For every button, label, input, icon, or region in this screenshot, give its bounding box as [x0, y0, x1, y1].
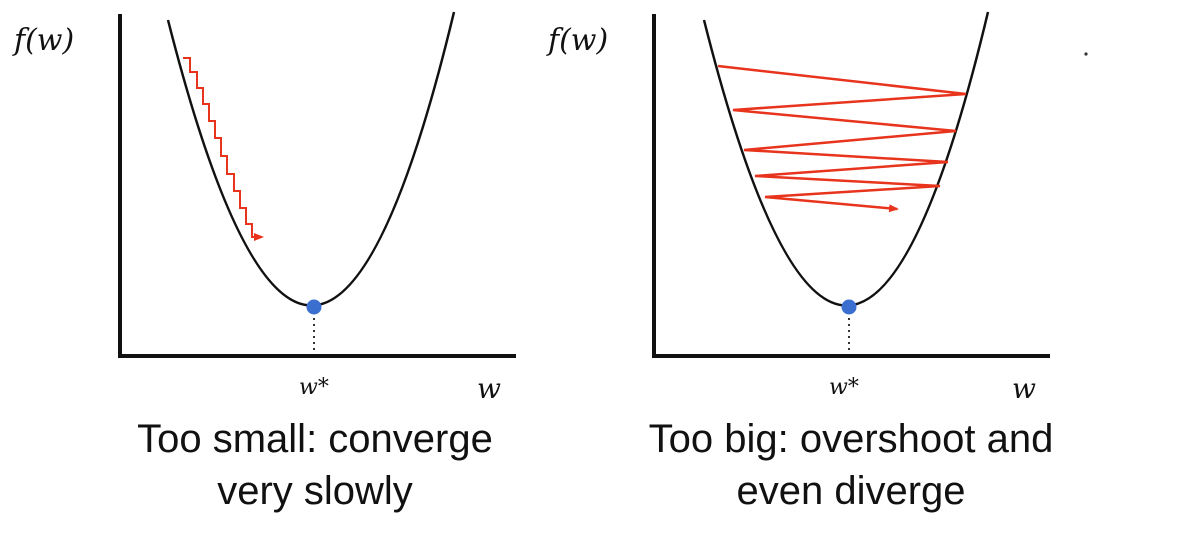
left-axes [118, 14, 516, 358]
right-minimum-point [841, 299, 857, 315]
right-x-axis-label: w [1012, 372, 1036, 405]
stray-dot [1084, 52, 1088, 56]
right-descent-path [717, 64, 967, 213]
right-caption-line2: even diverge [736, 469, 965, 513]
left-caption-line2: very slowly [217, 469, 413, 513]
left-descent-path [183, 57, 264, 241]
left-caption-line1: Too small: converge [137, 417, 493, 461]
right-minimum-label: w* [829, 375, 859, 400]
right-axes [652, 14, 1050, 358]
left-minimum-point [306, 299, 322, 315]
left-panel: f(w) w* w Too small: converge very slowl… [12, 11, 516, 513]
right-loss-curve [702, 11, 990, 307]
right-y-axis-label: f(w) [546, 23, 608, 58]
left-minimum-label: w* [299, 375, 329, 400]
right-caption-line1: Too big: overshoot and [649, 417, 1054, 461]
left-loss-curve [166, 11, 456, 307]
right-panel: f(w) w* w Too big: overshoot and even di… [546, 11, 1054, 513]
left-x-axis-label: w [477, 372, 501, 405]
left-y-axis-label: f(w) [12, 23, 74, 58]
